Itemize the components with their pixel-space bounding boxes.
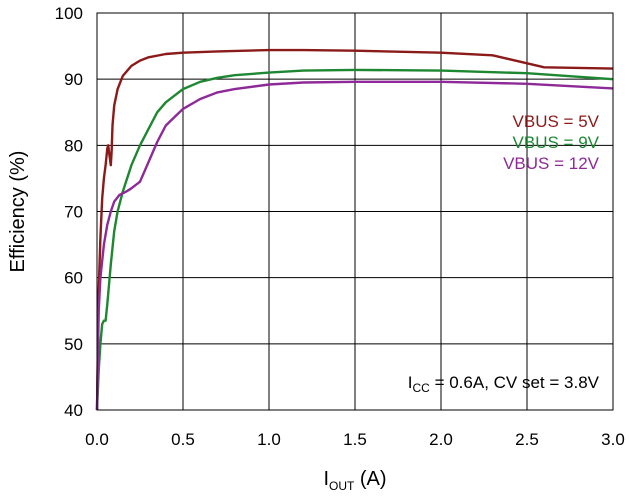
plot-frame	[96, 12, 614, 411]
x-axis-label-unit: (A)	[354, 468, 386, 490]
y-tick-labels: 40 50 60 70 80 90 100	[55, 4, 83, 420]
x-tick-label: 0.5	[171, 430, 195, 449]
series-line-2	[95, 68, 614, 411]
series-lines	[95, 48, 614, 411]
x-tick-labels: 0.0 0.5 1.0 1.5 2.0 2.5 3.0	[85, 430, 625, 449]
legend-entry-1: VBUS = 5V	[513, 112, 600, 131]
annotation-conditions: = 0.6A, CV set = 3.8V	[430, 373, 600, 392]
x-tick-label: 1.5	[343, 430, 367, 449]
annotation-current: I	[408, 373, 413, 392]
y-tick-label: 90	[64, 70, 83, 89]
grid-lines	[97, 13, 613, 410]
y-tick-label: 50	[64, 335, 83, 354]
y-tick-label: 100	[55, 4, 83, 23]
y-axis-label: Efficiency (%)	[7, 151, 29, 273]
x-tick-label: 1.0	[257, 430, 281, 449]
x-axis-label-subscript: OUT	[329, 479, 355, 493]
x-axis-label-main: I	[323, 468, 329, 490]
x-tick-label: 0.0	[85, 430, 109, 449]
y-tick-label: 80	[64, 136, 83, 155]
x-tick-label: 2.0	[429, 430, 453, 449]
series-line-3	[95, 80, 614, 411]
x-tick-label: 3.0	[601, 430, 625, 449]
x-axis-label: IOUT (A)	[323, 468, 386, 493]
legend-entry-2: VBUS = 9V	[513, 133, 600, 152]
y-tick-label: 40	[64, 401, 83, 420]
annotation-current-subscript: CC	[413, 381, 431, 395]
y-tick-label: 60	[64, 269, 83, 288]
x-tick-label: 2.5	[515, 430, 539, 449]
y-tick-label: 70	[64, 203, 83, 222]
legend-entry-3: VBUS = 12V	[503, 154, 600, 173]
legend: VBUS = 5V VBUS = 9V VBUS = 12V	[503, 112, 600, 173]
series-line-1	[95, 48, 614, 411]
condition-annotation: ICC = 0.6A, CV set = 3.8V	[408, 373, 600, 395]
